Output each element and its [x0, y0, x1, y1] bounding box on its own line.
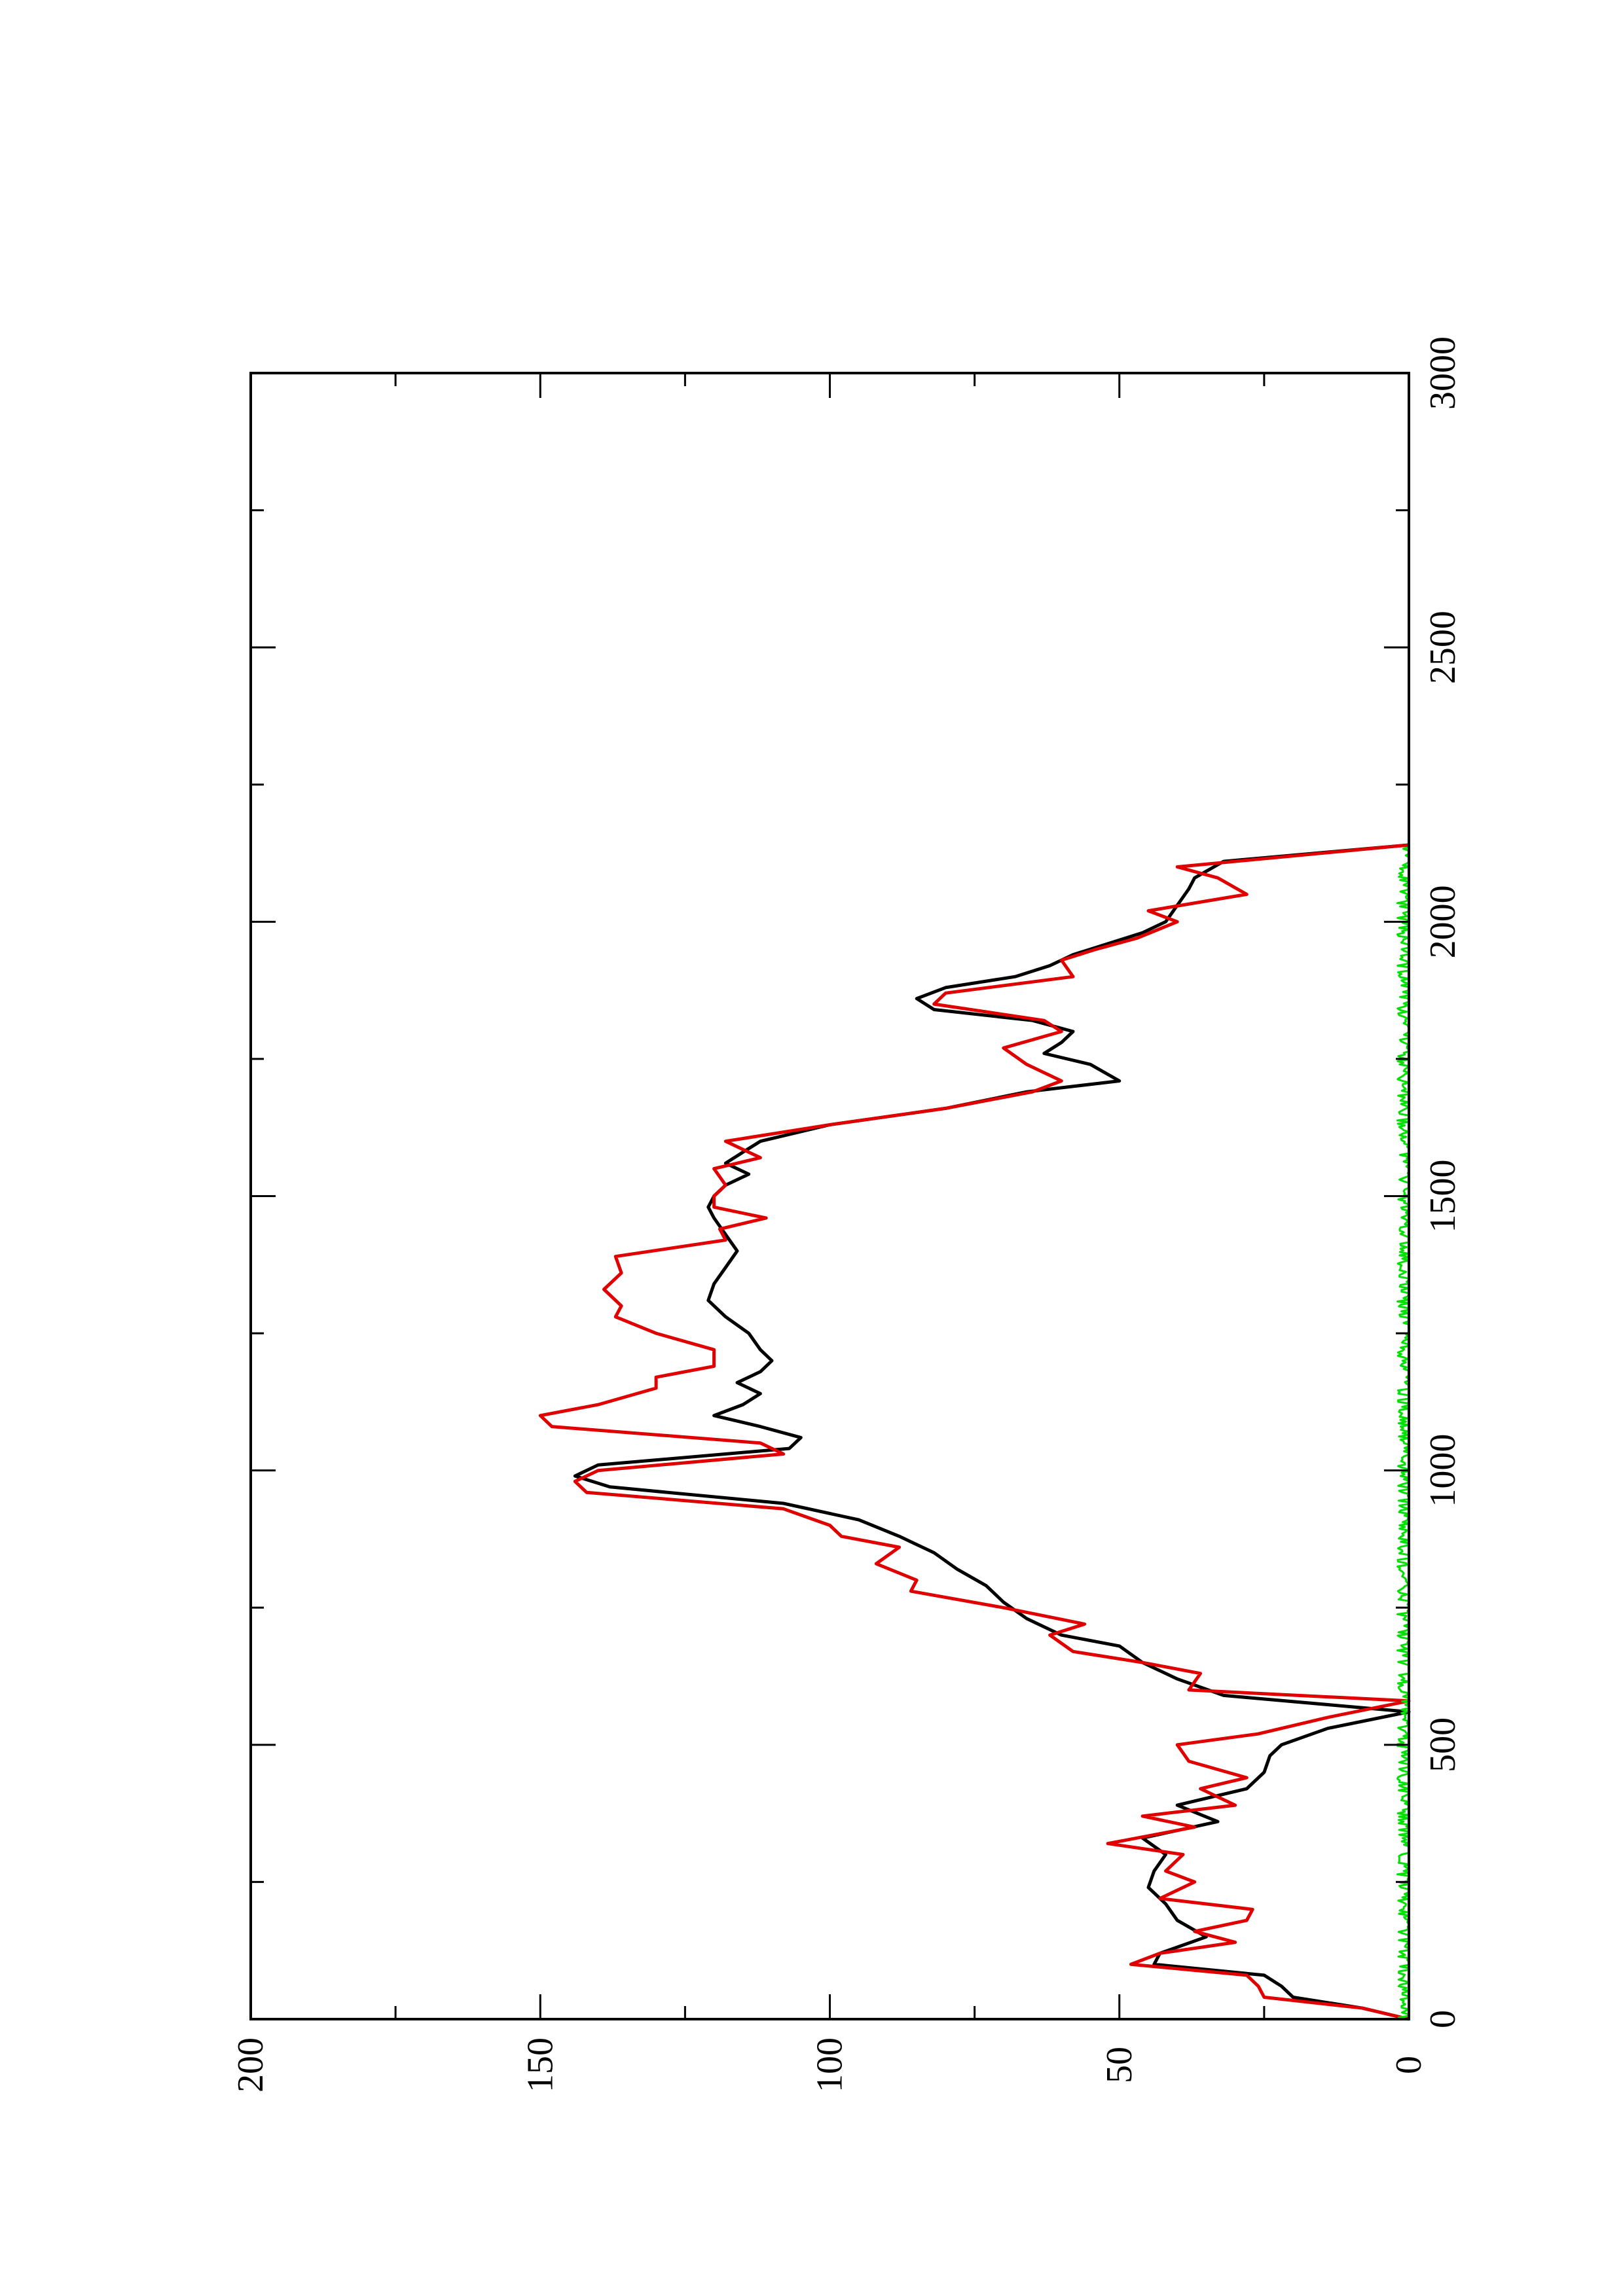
x-tick-label: 2500	[1423, 611, 1463, 684]
y-tick-label: 0	[1389, 2056, 1429, 2074]
y-tick-label: 150	[520, 2037, 560, 2092]
series-line-3	[1396, 845, 1410, 2020]
y-tick-label: 200	[230, 2037, 271, 2092]
x-tick-label: 3000	[1423, 336, 1463, 410]
y-tick-label: 100	[810, 2037, 850, 2092]
series-line-2	[538, 843, 1411, 2021]
plot-frame	[249, 372, 1410, 2020]
series-group	[538, 843, 1411, 2021]
y-tick-labels: 0 50 100 150 200	[230, 2037, 1429, 2092]
ticks	[249, 372, 1410, 2020]
x-tick-labels: 0 500 1000 1500 2000 2500 3000	[1423, 336, 1463, 2028]
series-line-1	[573, 843, 1411, 2021]
x-tick-label: 1500	[1423, 1160, 1463, 1233]
x-tick-label: 2000	[1423, 885, 1463, 958]
y-tick-label: 50	[1099, 2047, 1140, 2083]
x-tick-label: 1000	[1423, 1434, 1463, 1507]
x-tick-label: 500	[1423, 1717, 1463, 1772]
x-tick-label: 0	[1423, 2010, 1463, 2028]
